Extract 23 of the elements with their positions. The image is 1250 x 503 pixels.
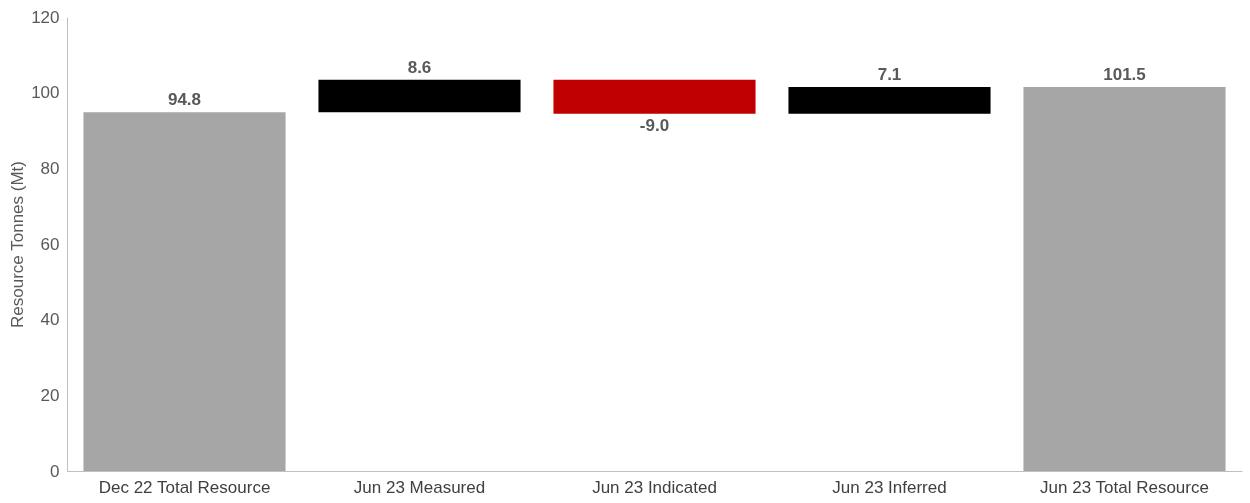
data-label: 94.8 bbox=[167, 90, 202, 110]
x-tick-label: Jun 23 Inferred bbox=[832, 477, 947, 497]
x-tick-label: Jun 23 Measured bbox=[353, 477, 486, 497]
data-label: -9.0 bbox=[639, 115, 670, 135]
y-axis-title: Resource Tonnes (Mt) bbox=[8, 161, 28, 328]
bar bbox=[318, 79, 521, 113]
y-tick-label: 120 bbox=[31, 7, 60, 27]
bar bbox=[83, 112, 286, 471]
x-tick-label: Dec 22 Total Resource bbox=[98, 477, 271, 497]
data-label: 101.5 bbox=[1103, 64, 1146, 84]
y-tick-label: 40 bbox=[40, 310, 60, 330]
data-label: 7.1 bbox=[877, 64, 902, 84]
y-tick-label: 20 bbox=[40, 385, 60, 405]
bar bbox=[788, 86, 991, 114]
x-tick-label: Jun 23 Total Resource bbox=[1040, 477, 1209, 497]
y-tick-label: 60 bbox=[40, 234, 60, 254]
y-tick-label: 80 bbox=[40, 158, 60, 178]
x-tick-label: Jun 23 Indicated bbox=[592, 477, 717, 497]
y-tick-label: 0 bbox=[50, 461, 60, 481]
y-tick-label: 100 bbox=[31, 83, 60, 103]
bar bbox=[1023, 86, 1226, 471]
data-label: 8.6 bbox=[407, 57, 432, 77]
bar bbox=[553, 79, 756, 114]
